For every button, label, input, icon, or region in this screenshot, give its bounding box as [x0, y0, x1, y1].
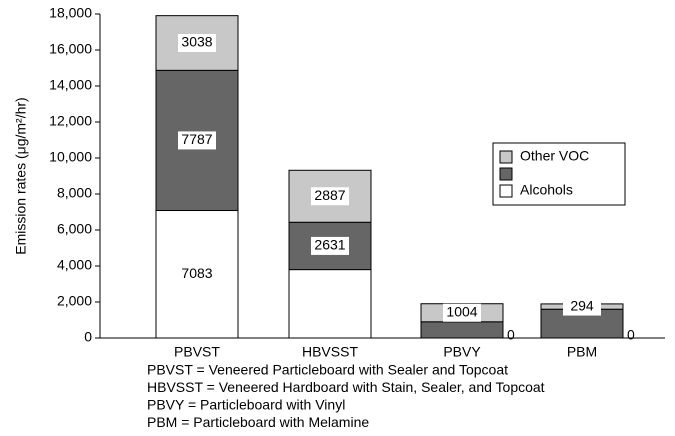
x-tick-label: HBVSST [302, 344, 358, 360]
y-tick-label: 4,000 [57, 257, 92, 273]
value-label: 7787 [181, 131, 212, 147]
y-tick-label: 10,000 [49, 149, 92, 165]
value-label: 2887 [314, 187, 345, 203]
footnote: PBVY = Particleboard with Vinyl [147, 397, 345, 413]
value-label: 1004 [446, 303, 477, 319]
y-tick-label: 2,000 [57, 293, 92, 309]
x-tick-label: PBVY [443, 344, 481, 360]
legend-label: Other VOC [520, 148, 589, 164]
legend-label: Alcohols [520, 182, 573, 198]
y-tick-label: 14,000 [49, 77, 92, 93]
value-label: 0 [507, 327, 515, 343]
legend-swatch [499, 167, 513, 181]
footnote: PBM = Particleboard with Melamine [147, 414, 369, 430]
y-tick-label: 8,000 [57, 185, 92, 201]
value-label: 3038 [181, 34, 212, 50]
legend-swatch [499, 150, 513, 164]
value-label-bg [443, 303, 481, 322]
value-label-bg [178, 131, 216, 150]
value-label-bg [311, 236, 349, 255]
x-tick-label: PBM [567, 344, 597, 360]
legend-swatch [499, 184, 513, 198]
y-tick-label: 18,000 [49, 5, 92, 21]
y-tick-label: 6,000 [57, 221, 92, 237]
legend [492, 142, 626, 206]
bar-segment [288, 269, 372, 339]
value-label: 7083 [181, 265, 212, 281]
x-tick-label: PBVST [174, 344, 220, 360]
footnote: PBVST = Veneered Particleboard with Seal… [147, 362, 508, 378]
value-label: 2631 [314, 237, 345, 253]
y-tick-label: 16,000 [49, 41, 92, 57]
value-label: 294 [570, 297, 594, 313]
value-label-bg [178, 265, 216, 284]
value-label-bg [563, 297, 601, 316]
y-axis-label: Emission rates (μg/m²/hr) [13, 97, 29, 254]
footnote: HBVSST = Veneered Hardboard with Stain, … [147, 379, 545, 395]
value-label: 0 [627, 327, 635, 343]
value-label-bg [311, 187, 349, 206]
y-tick-label: 12,000 [49, 113, 92, 129]
value-label-bg [178, 33, 216, 52]
y-tick-label: 0 [84, 329, 92, 345]
bar-segment [420, 321, 504, 339]
